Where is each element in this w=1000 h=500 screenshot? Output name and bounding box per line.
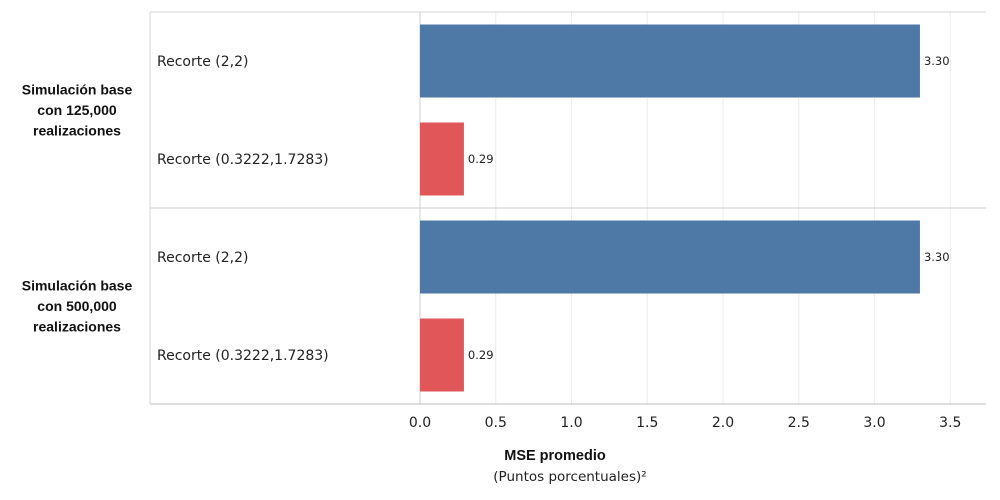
bar-value-label: 3.30 [924,250,950,264]
category-label: Recorte (2,2) [157,250,248,266]
category-label: Recorte (0.3222,1.7283) [157,348,329,364]
bar [420,220,920,294]
group-label-line: realizaciones [33,123,121,139]
bars [420,24,920,392]
x-axis-title: MSE promedio [504,448,606,464]
x-tick-label: 0.0 [409,415,431,431]
bar [420,318,464,392]
x-tick-label: 3.0 [863,415,885,431]
x-tick-label: 3.5 [939,415,961,431]
x-tick-label: 1.5 [636,415,658,431]
group-label-line: Simulación base [22,82,133,98]
labels: Simulación base con 125,000 realizaciones R… [22,54,950,364]
category-label: Recorte (2,2) [157,54,248,70]
x-axis-subtitle: (Puntos porcentuales)² [493,469,646,485]
group-label-line: con 500,000 [37,298,117,314]
group-label-line: con 125,000 [37,102,117,118]
bar-value-label: 0.29 [468,348,494,362]
category-label: Recorte (0.3222,1.7283) [157,152,329,168]
x-tick-label: 2.0 [712,415,734,431]
bar [420,24,920,98]
x-tick-label: 0.5 [485,415,507,431]
bar [420,122,464,196]
x-tick-label: 1.0 [560,415,582,431]
bar-value-label: 3.30 [924,54,950,68]
x-tick-label: 2.5 [788,415,810,431]
x-axis: MSE promedio (Puntos porcentuales)² 0.0 0… [409,415,962,485]
bar-value-label: 0.29 [468,152,494,166]
group-label-line: realizaciones [33,319,121,335]
group-label-line: Simulación base [22,278,133,294]
